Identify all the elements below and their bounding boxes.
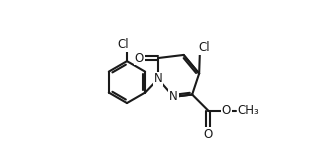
Text: N: N <box>169 90 178 103</box>
Text: O: O <box>204 128 213 141</box>
Text: CH₃: CH₃ <box>237 104 259 117</box>
Text: Cl: Cl <box>118 38 129 51</box>
Text: O: O <box>222 104 231 117</box>
Text: O: O <box>134 52 144 65</box>
Text: N: N <box>154 73 162 85</box>
Text: Cl: Cl <box>199 41 211 54</box>
